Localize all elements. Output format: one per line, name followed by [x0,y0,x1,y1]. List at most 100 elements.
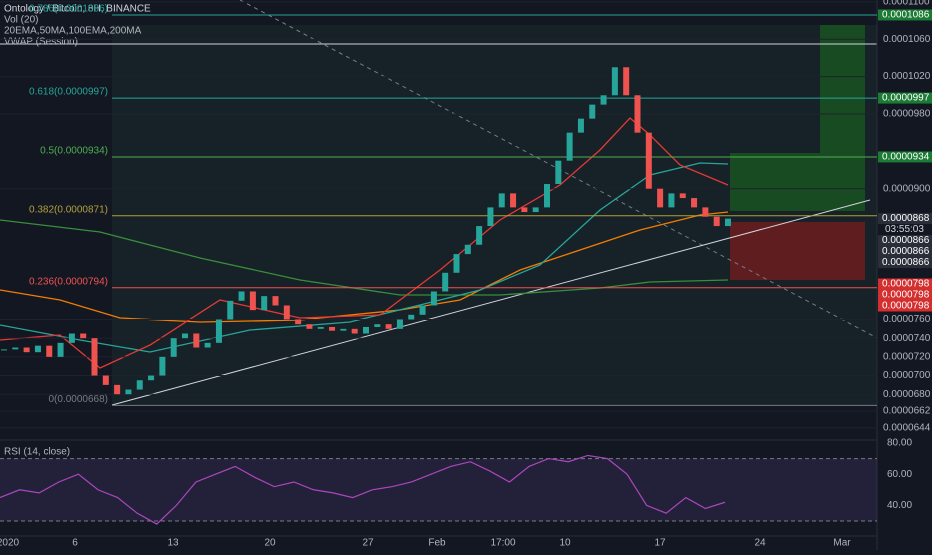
candle [238,291,245,301]
x-tick-label: Feb [428,538,446,549]
candle [657,188,664,208]
y-tick-label: 0.0000980 [883,109,931,120]
price-tag [878,92,932,104]
countdown: 03:55:03 [885,224,924,235]
candle [102,375,109,385]
candle [23,347,30,353]
candle [12,347,19,350]
ema-line [0,117,729,369]
candle [136,380,143,390]
trend-line [111,199,871,406]
candle [46,345,53,357]
price-tag [878,300,932,312]
ma-line [0,219,729,296]
candle [351,328,358,334]
y-tick-label: 0.0000720 [883,351,931,362]
fib-area [112,25,877,405]
fib-label: 0.236(0.0000794) [29,276,108,287]
candle [193,333,200,348]
rsi-band [0,458,877,521]
x-tick-label: 10 [559,538,571,549]
candle [702,207,709,217]
candle [385,324,392,329]
candle [182,333,188,339]
candle [668,193,675,208]
candle [148,375,155,381]
x-tick-label: 27 [362,538,374,549]
fib-label: 0.786(0.0001086) [29,4,108,15]
y-tick-label: 0.0001060 [883,34,931,45]
price-tag [878,278,932,290]
candle [498,193,505,208]
candle [577,118,584,133]
ema-line [0,211,729,323]
x-tick-label: 17 [654,538,666,549]
y-tick-label: 0.0001020 [883,71,931,82]
candle [57,342,64,357]
price-tag [878,246,932,258]
candle [476,226,483,245]
candle [363,326,369,334]
symbol-title: Ontology / Bitcoin, 8H, BINANCE [4,4,151,15]
candle [566,132,573,161]
y-tick-label: 0.0000680 [883,389,931,400]
fib-label: 0.618(0.0000997) [29,87,108,98]
y-tick-label: 0.0000740 [883,333,931,344]
x-tick-label: 17:00 [490,538,515,549]
y-tick-label: 0.0000700 [883,370,931,381]
price-tag-label: 0.0000866 [882,235,930,246]
profit-zone [730,153,865,211]
price-tag-label: 0.0000868 [882,213,930,224]
x-tick-label: 24 [754,538,766,549]
candle [487,207,494,227]
price-tag-label: 0.0000866 [882,257,930,268]
candle [91,338,98,376]
candle [725,218,731,227]
price-tag [878,151,932,163]
price-tag-label: 0.0000866 [882,246,930,257]
price-tag-label: 0.0000934 [882,152,930,163]
candle [408,314,415,320]
price-tag [878,257,932,269]
candle [170,338,177,357]
x-tick-label: 6 [72,538,78,549]
candle [215,319,222,343]
candle [204,342,211,348]
candle [589,104,596,119]
candle [521,207,528,213]
price-tag [878,235,932,247]
x-tick-label: 13 [167,538,179,549]
candle [532,207,539,213]
y-tick-label: 0.0000760 [883,314,931,325]
indicator-label: Vol (20) [4,15,38,26]
price-tag [878,289,932,301]
fib-label: 0.382(0.0000871) [29,204,108,215]
price-tag-label: 0.0000997 [882,93,930,104]
price-tag [878,9,932,21]
rsi-tick-label: 80.00 [887,438,912,449]
candle [306,324,313,329]
candle [611,67,618,96]
profit-zone [820,25,865,153]
candle [600,95,607,105]
candle [453,254,460,273]
candle [261,296,268,311]
indicator-label: VWAP (Session) [4,37,78,48]
candle [295,319,302,325]
candle [283,305,290,320]
candle [317,326,324,329]
y-tick-label: 0.0001100 [883,0,930,8]
candle [80,333,87,339]
candle [114,384,121,395]
candle [159,356,166,376]
candle [34,345,41,353]
rsi-tick-label: 40.00 [887,500,912,511]
x-tick-label: Mar [833,538,851,549]
candle [419,305,426,315]
candle [125,389,132,395]
candle [679,193,686,199]
candle [464,244,471,255]
x-tick-label: 2020 [0,538,20,549]
candle [713,216,720,227]
